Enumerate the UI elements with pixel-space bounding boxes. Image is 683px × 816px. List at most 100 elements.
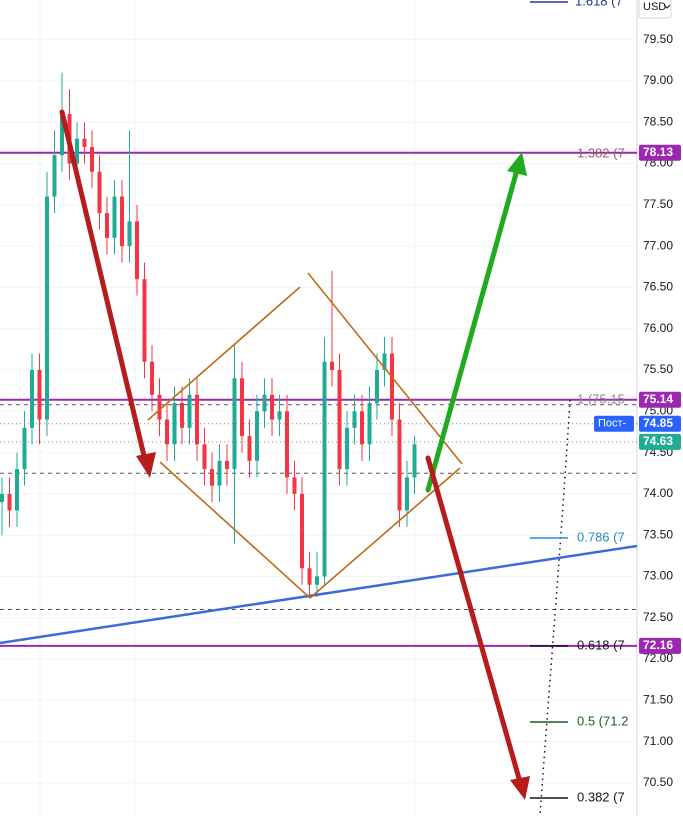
fib-label: 0.5 (71.2 xyxy=(577,713,628,728)
price-tag-caption: Пост- xyxy=(598,418,627,430)
y-tick-label: 76.50 xyxy=(643,280,673,294)
arrow-down xyxy=(425,455,523,785)
candle-body xyxy=(22,427,27,470)
candle-body xyxy=(262,394,267,412)
candle-body xyxy=(7,493,12,511)
arrowhead xyxy=(510,776,530,800)
candle-body xyxy=(105,213,109,238)
candle-body xyxy=(202,444,207,470)
y-tick-label: 73.00 xyxy=(643,569,673,583)
candle-body xyxy=(210,469,214,486)
y-tick-label: 75.50 xyxy=(643,362,673,376)
candle-body xyxy=(217,460,222,486)
candle-body xyxy=(270,394,274,420)
candle-body xyxy=(277,411,282,420)
price-tag xyxy=(639,144,681,161)
candle-body xyxy=(352,411,357,428)
arrow-up xyxy=(425,167,520,493)
candle-body xyxy=(180,403,184,428)
currency-label: USD xyxy=(643,1,666,13)
candle-body xyxy=(412,444,417,478)
candle-body xyxy=(187,394,192,428)
candle-body xyxy=(30,370,34,428)
candle-body xyxy=(232,378,237,470)
y-tick-label: 70.50 xyxy=(643,775,673,789)
y-tick-label: 79.00 xyxy=(643,73,673,87)
candle-body xyxy=(127,221,132,247)
fib-label: 0.786 (7 xyxy=(577,529,625,544)
pattern-line xyxy=(307,272,463,465)
candle-body xyxy=(375,370,379,404)
candle-body xyxy=(195,394,199,445)
y-tick-label: 79.50 xyxy=(643,32,673,46)
candle-body xyxy=(255,411,259,461)
candle-body xyxy=(157,394,162,420)
price-tag-label: 75.14 xyxy=(643,392,673,406)
drawings: 1.618 (7 1.382 (7 1 (75.15 0.786 (7 0.61… xyxy=(0,0,637,816)
candle-body xyxy=(337,370,342,470)
price-tag-label: 74.85 xyxy=(643,416,673,430)
y-tick-label: 72.50 xyxy=(643,610,673,624)
candle-body xyxy=(112,196,117,238)
candle-body xyxy=(165,419,169,445)
price-tag xyxy=(639,415,681,432)
candle-body xyxy=(247,436,252,461)
candle-body xyxy=(135,221,139,280)
candle-body xyxy=(330,361,334,371)
fib-label: 1.618 (7 xyxy=(575,0,623,8)
pattern-line xyxy=(147,286,301,421)
candle-body xyxy=(382,353,387,371)
candle-body xyxy=(45,196,49,420)
y-tick-label: 73.50 xyxy=(643,527,673,541)
candle-body xyxy=(90,147,94,172)
candle-body xyxy=(52,155,57,197)
fib-label: 0.382 (7 xyxy=(577,789,625,804)
candle-body xyxy=(82,138,87,148)
price-tag-caption-box xyxy=(594,415,634,432)
candle-body xyxy=(60,113,64,156)
candle-body xyxy=(405,477,409,511)
y-tick-label: 71.50 xyxy=(643,693,673,707)
candle-body xyxy=(225,460,229,470)
candle-body xyxy=(390,353,394,420)
candle-body xyxy=(15,469,19,511)
y-tick-label: 72.00 xyxy=(643,651,673,665)
price-tag-label: 74.63 xyxy=(643,434,673,448)
candle-body xyxy=(360,411,364,445)
fib-label: 1.382 (7 xyxy=(577,145,625,160)
fib-lines xyxy=(530,1,568,799)
candle-body xyxy=(367,403,372,445)
y-tick-label: 74.00 xyxy=(643,486,673,500)
price-tag xyxy=(639,637,681,654)
candle-body xyxy=(322,361,327,577)
y-tick-label: 77.50 xyxy=(643,197,673,211)
arrowhead xyxy=(507,152,527,176)
candle-body xyxy=(397,419,402,511)
fib-label: 0.618 (7 xyxy=(577,637,625,652)
currency-button[interactable] xyxy=(638,0,672,19)
fib-label: 1 (75.15 xyxy=(577,391,625,406)
candle-body xyxy=(75,138,79,164)
arrow-down xyxy=(59,109,148,463)
y-tick-label: 76.00 xyxy=(643,321,673,335)
y-tick-label: 71.00 xyxy=(643,734,673,748)
price-tag-label: 72.16 xyxy=(643,638,673,652)
candle-body xyxy=(315,576,319,585)
price-tag xyxy=(639,433,681,450)
candle-body xyxy=(285,411,289,478)
candle-body xyxy=(172,403,177,445)
arrows xyxy=(59,109,530,800)
candle-body xyxy=(37,370,42,420)
candle-body xyxy=(0,493,4,503)
candle-body xyxy=(300,493,304,569)
candle-body xyxy=(307,568,312,585)
y-tick-label: 78.50 xyxy=(643,114,673,128)
price-tag xyxy=(639,391,681,408)
dropdown-caret xyxy=(663,4,671,9)
candle-body xyxy=(292,477,297,494)
candle-body xyxy=(120,196,124,247)
candle-body xyxy=(240,378,244,437)
dotted-curve xyxy=(539,399,571,816)
pattern-line xyxy=(159,461,311,599)
